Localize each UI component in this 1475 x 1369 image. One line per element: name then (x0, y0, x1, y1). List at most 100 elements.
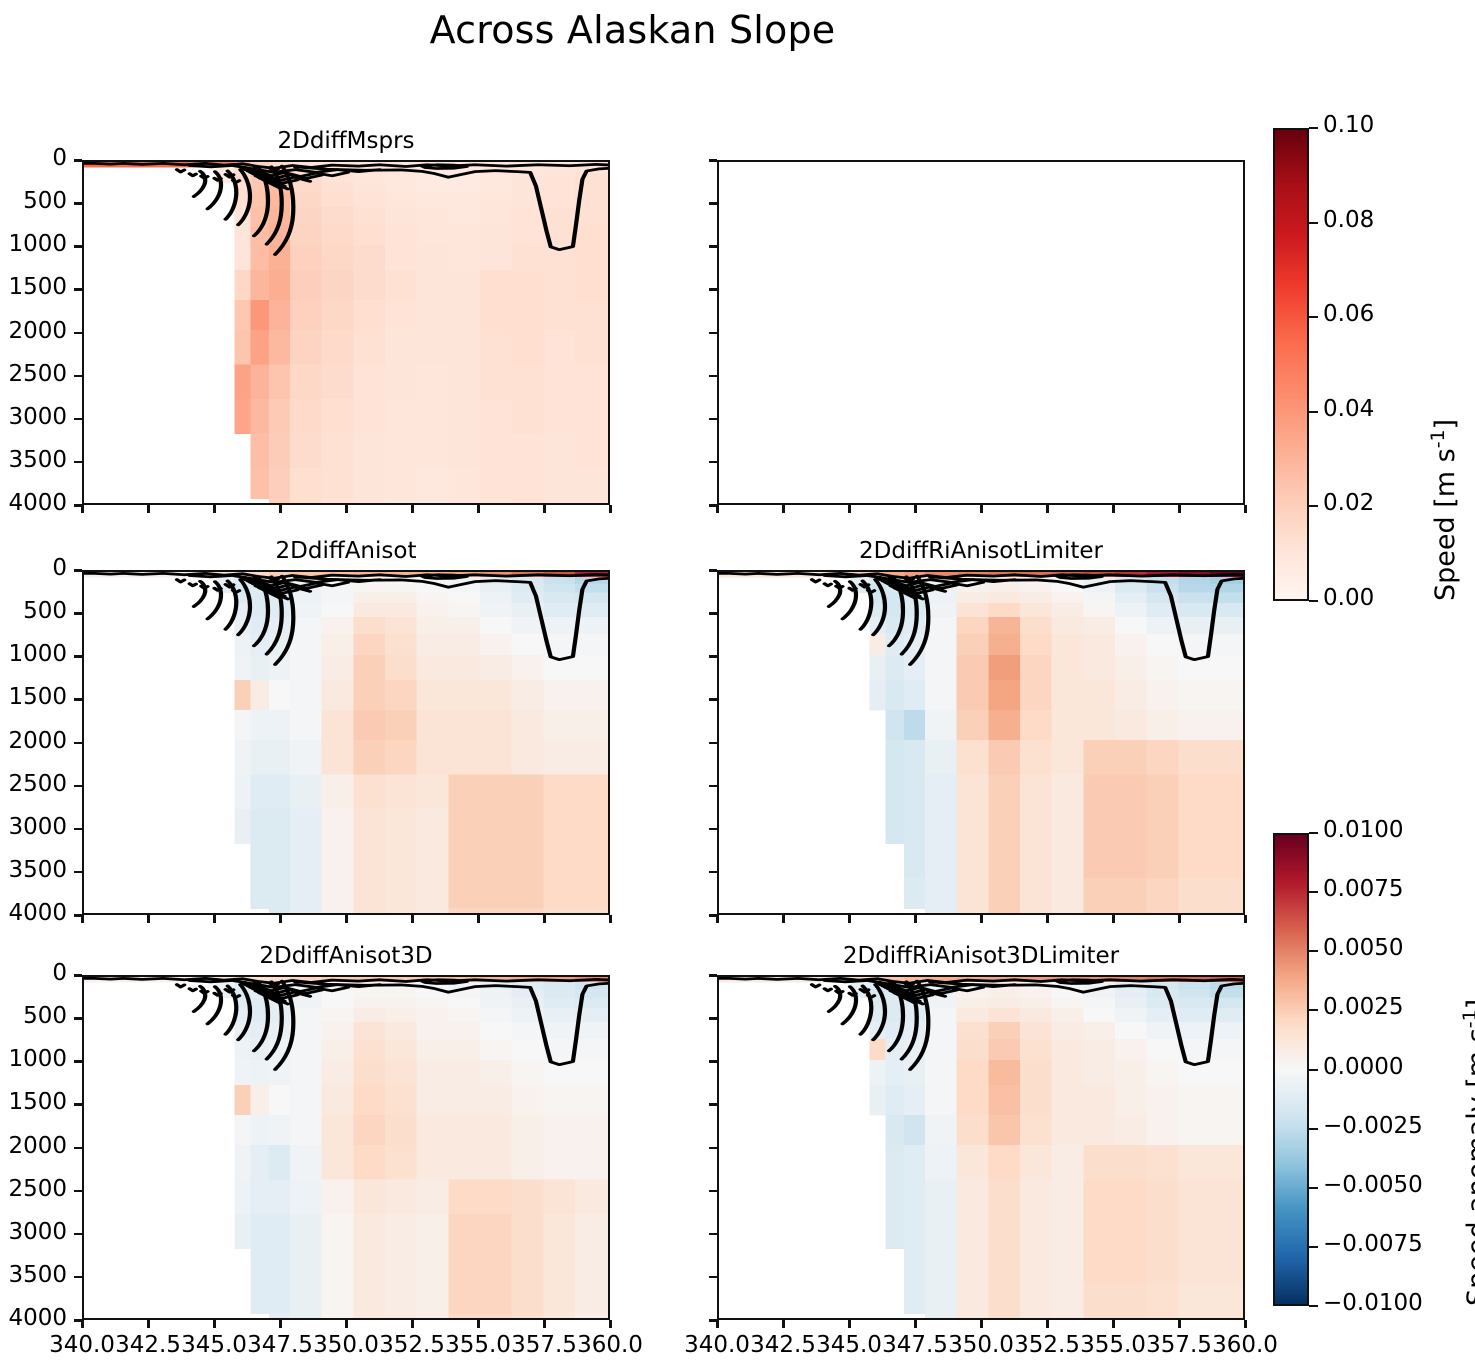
figure-title: Across Alaskan Slope (429, 8, 836, 52)
xtick-mark (1244, 505, 1247, 513)
ytick-mark (709, 741, 717, 744)
ytick-mark (709, 245, 717, 248)
xtick-label: 355.0 (1080, 1332, 1146, 1358)
xtick-mark (147, 505, 150, 513)
xtick-mark (782, 505, 785, 513)
colorbar-tick-mark (1309, 221, 1318, 224)
ytick-mark (709, 612, 717, 615)
colorbar-tick-mark (1309, 505, 1318, 508)
panel-2DdiffRiAnisot3DLimiter[interactable] (717, 975, 1245, 1320)
xtick-mark (147, 915, 150, 923)
xtick-mark (81, 1320, 84, 1328)
ytick-label: 500 (23, 1003, 67, 1030)
xtick-label: 347.5 (247, 1332, 313, 1358)
xtick-mark (609, 505, 612, 513)
xtick-mark (411, 1320, 414, 1328)
xtick-mark (1178, 1320, 1181, 1328)
panel-blank[interactable] (717, 160, 1245, 505)
heatmap-mesh-2DdiffMsprs (84, 162, 608, 503)
colorbar-tick-mark (1309, 316, 1318, 319)
colorbar-tick-label: 0.0025 (1323, 994, 1404, 1021)
ytick-mark (74, 288, 82, 291)
xtick-mark (1244, 1320, 1247, 1328)
xtick-mark (543, 505, 546, 513)
xtick-mark (213, 915, 216, 923)
colorbar-tick-mark (1309, 1127, 1318, 1130)
ytick-label: 3000 (8, 813, 67, 840)
xtick-mark (716, 505, 719, 513)
ytick-mark (709, 331, 717, 334)
xtick-mark (279, 915, 282, 923)
xtick-mark (345, 505, 348, 513)
panel-2DdiffAnisot[interactable] (82, 570, 610, 915)
ytick-mark (74, 1275, 82, 1279)
colorbar-tick-mark (1309, 600, 1318, 602)
xtick-mark (609, 915, 612, 923)
contour-lines-2DdiffRiAnisot3DLimiter (719, 977, 1243, 1071)
xtick-mark (1178, 505, 1181, 513)
colorbar-tick-mark (1309, 410, 1318, 413)
ytick-label: 0 (52, 555, 67, 581)
colorbar-tick-label: 0.0075 (1323, 876, 1404, 903)
xtick-mark (411, 505, 414, 513)
ytick-mark (74, 1017, 82, 1020)
ytick-mark (709, 1017, 717, 1020)
xtick-mark (914, 915, 917, 923)
xtick-label: 347.5 (882, 1332, 948, 1358)
xtick-label: 357.5 (511, 1332, 577, 1358)
xtick-mark (213, 1320, 216, 1328)
ytick-mark (709, 288, 717, 291)
xtick-label: 340.0 (684, 1332, 750, 1358)
panel-2DdiffAnisot3D[interactable] (82, 975, 610, 1320)
xtick-mark (980, 505, 983, 513)
ytick-mark (74, 374, 82, 378)
colorbar-label-exponent: -1 (1459, 1009, 1475, 1029)
xtick-mark (1244, 915, 1247, 923)
xtick-mark (914, 1320, 917, 1328)
colorbar-speed-anomaly[interactable] (1273, 833, 1309, 1306)
xtick-mark (279, 1320, 282, 1328)
ytick-mark (74, 974, 82, 977)
ytick-label: 500 (23, 598, 67, 625)
ytick-mark (74, 698, 82, 701)
ytick-mark (709, 159, 717, 162)
xtick-label: 360.0 (1212, 1332, 1278, 1358)
xtick-mark (81, 915, 84, 923)
xtick-label: 355.0 (445, 1332, 511, 1358)
xtick-mark (848, 1320, 851, 1328)
ytick-label: 2500 (8, 1175, 67, 1202)
ytick-mark (74, 655, 82, 658)
xtick-mark (980, 1320, 983, 1328)
colorbar-tick-label: −0.0100 (1323, 1290, 1423, 1316)
colorbar-tick-label: 0.10 (1323, 112, 1375, 138)
ytick-label: 4000 (8, 900, 67, 926)
ytick-label: 1500 (8, 274, 67, 301)
panel-2DdiffRiAnisotLimiter[interactable] (717, 570, 1245, 915)
colorbar-tick-label: 0.04 (1323, 395, 1375, 422)
ytick-mark (709, 1103, 717, 1106)
ytick-label: 1500 (8, 1089, 67, 1116)
ytick-mark (74, 1189, 82, 1193)
ytick-mark (74, 1232, 82, 1236)
colorbar-tick-label: 0.0000 (1323, 1053, 1404, 1080)
panel-title-2DdiffAnisot3D: 2DdiffAnisot3D (259, 943, 433, 969)
xtick-mark (1046, 505, 1049, 513)
xtick-label: 345.0 (181, 1332, 247, 1358)
ytick-label: 0 (52, 960, 67, 986)
colorbar-tick-mark (1309, 1186, 1318, 1189)
panel-title-2DdiffAnisot: 2DdiffAnisot (275, 538, 417, 564)
ytick-mark (74, 245, 82, 248)
xtick-label: 345.0 (816, 1332, 882, 1358)
colorbar-tick-label: 0.08 (1323, 206, 1375, 233)
colorbar-speed[interactable] (1273, 128, 1309, 601)
ytick-mark (709, 974, 717, 977)
ytick-mark (709, 569, 717, 572)
xtick-mark (1046, 1320, 1049, 1328)
ytick-label: 3500 (8, 856, 67, 883)
ytick-label: 500 (23, 188, 67, 215)
ytick-mark (74, 914, 82, 917)
panel-2DdiffMsprs[interactable] (82, 160, 610, 505)
ytick-mark (709, 1189, 717, 1193)
ytick-label: 3000 (8, 1218, 67, 1245)
ytick-mark (74, 504, 82, 507)
